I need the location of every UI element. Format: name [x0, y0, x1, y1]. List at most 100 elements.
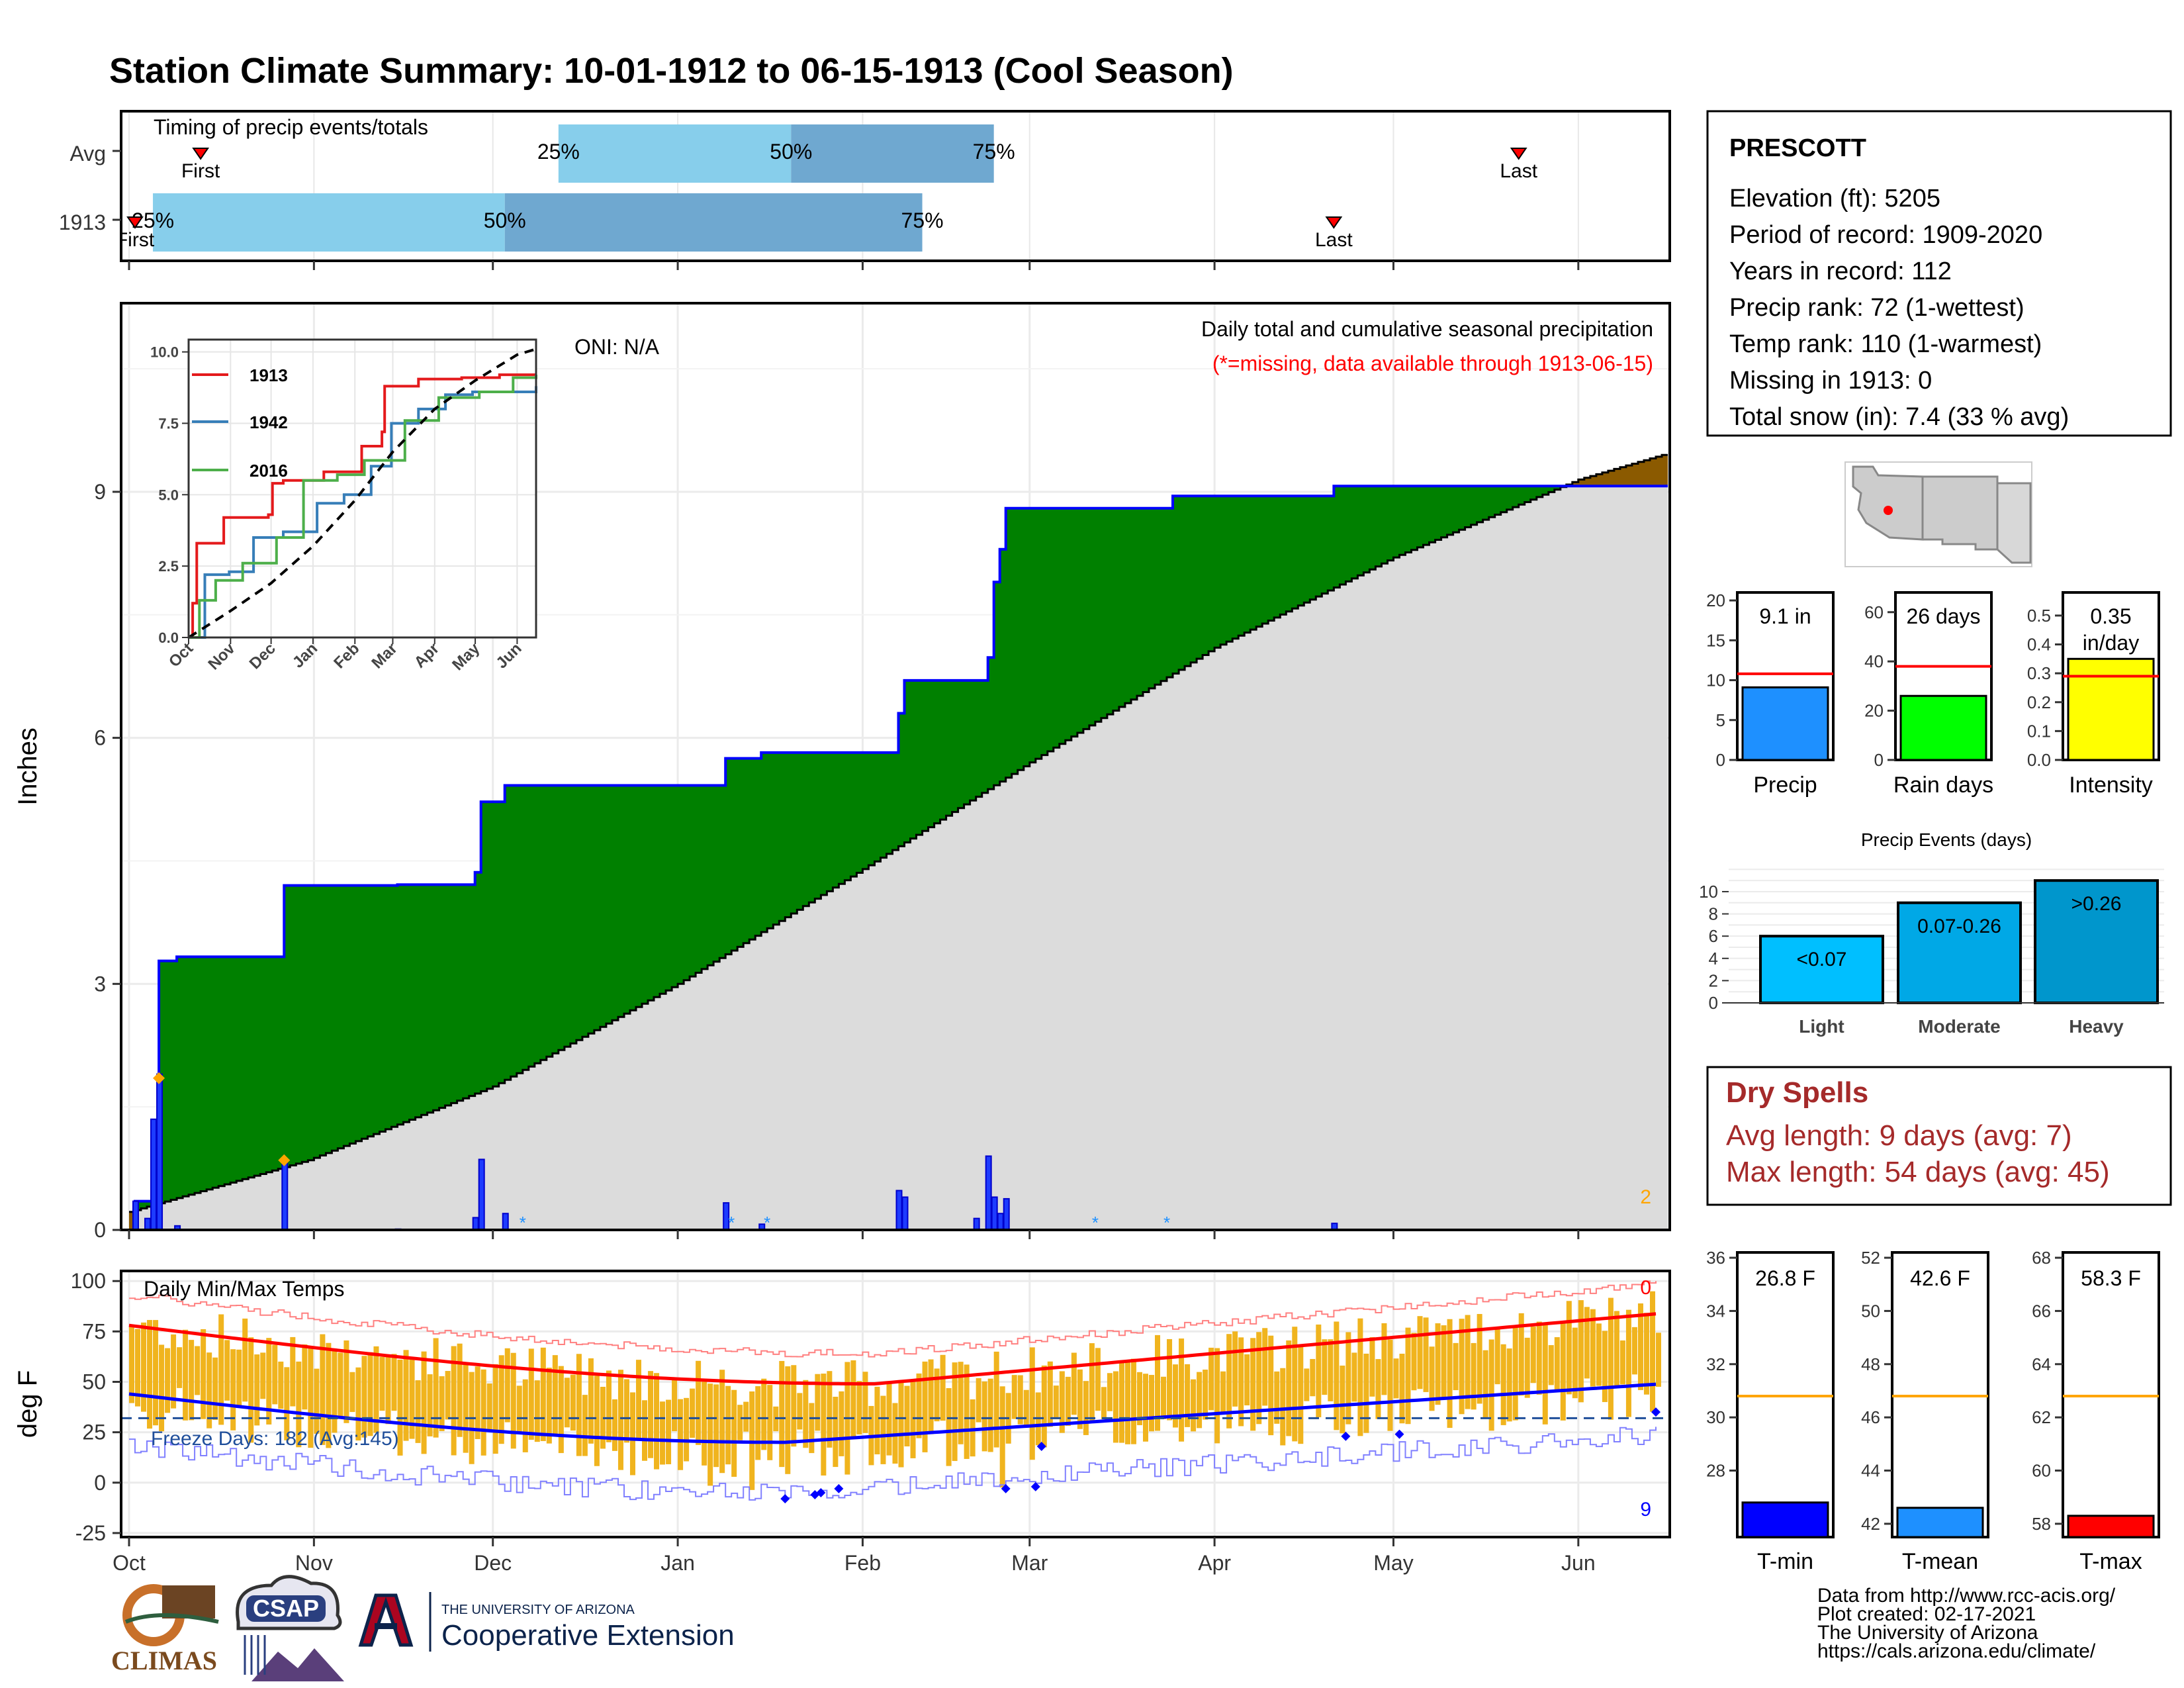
inset-legend: 1913 1942 2016 [192, 365, 288, 481]
legend-label-1942: 1942 [250, 412, 288, 432]
daily-precip-bar [472, 1217, 479, 1231]
csap-logo: CSAP [236, 1575, 344, 1681]
summary-bar-ytick-label: 40 [1864, 651, 1884, 671]
daily-temp-bar [1065, 1376, 1071, 1426]
daily-temp-bar [1017, 1375, 1023, 1425]
summary-bar-ytick-label: 0 [1716, 750, 1725, 770]
summary-bar-label: Intensity [2069, 773, 2153, 798]
summary-bar-ytick-label: 10 [1706, 671, 1725, 690]
daily-temp-bar [409, 1358, 415, 1439]
daily-temp-bar [528, 1348, 534, 1440]
station-line-missing: Missing in 1913: 0 [1729, 367, 1932, 395]
timing-left-mask [0, 185, 120, 252]
daily-temp-bar [498, 1355, 504, 1444]
daily-temp-bar [284, 1367, 290, 1440]
daily-temp-bar [1113, 1371, 1118, 1443]
last-marker-icon [1510, 148, 1527, 160]
precip-corner-count: 2 [1640, 1186, 1651, 1208]
station-location-marker [1884, 506, 1893, 515]
daily-temp-bar [1405, 1327, 1411, 1425]
ua-a-logo-icon [358, 1593, 414, 1647]
precip-ytick-label: 0 [94, 1218, 106, 1242]
inset-frame [187, 338, 537, 639]
temp-ytick-label: -25 [75, 1521, 106, 1545]
station-info-panel: PRESCOTT Elevation (ft): 5205 Period of … [1706, 110, 2172, 437]
temp-summary-ytick-label: 66 [2032, 1301, 2051, 1321]
daily-temp-bar [1548, 1345, 1554, 1385]
daily-temp-bar [976, 1378, 981, 1423]
summary-bar-ytick-label: 20 [1706, 590, 1725, 610]
temp-summary-frame-T-min [1736, 1251, 1835, 1538]
temp-summary-value: 26.8 F [1755, 1266, 1815, 1290]
temp-xtick-label: Feb [844, 1551, 881, 1575]
snowflake-marker-icon: * [764, 1213, 770, 1233]
daily-temp-bar [623, 1379, 629, 1443]
precip-chart-subtitle: (*=missing, data available through 1913-… [1212, 352, 1653, 375]
temp-summary-bar-T-min [1741, 1501, 1829, 1538]
daily-temp-bar [504, 1348, 510, 1423]
daily-temp-bar [278, 1361, 284, 1409]
daily-temp-bar [1185, 1364, 1191, 1427]
daily-temp-bar [678, 1399, 684, 1470]
daily-precip-bar [132, 1200, 140, 1231]
daily-temp-bar [1089, 1343, 1095, 1423]
daily-temp-bar [862, 1372, 868, 1433]
daily-temp-bar [737, 1405, 743, 1440]
summary-bar-ytick-label: 0.2 [2027, 692, 2051, 712]
daily-temp-bar [189, 1340, 195, 1421]
daily-temp-bar [1197, 1372, 1203, 1429]
daily-temp-bar [1203, 1370, 1208, 1420]
station-line-snow: Total snow (in): 7.4 (33 % avg) [1729, 403, 2069, 431]
daily-temp-bar [349, 1372, 355, 1413]
summary-bar-Intensity [2067, 657, 2155, 761]
temp-count-bottom: 9 [1640, 1499, 1651, 1521]
csap-mountain-icon [251, 1648, 344, 1681]
daily-temp-bar [302, 1344, 308, 1410]
arizona-shape [1852, 465, 1924, 541]
daily-temp-bar [486, 1383, 492, 1432]
temp-xtick-label: Mar [1011, 1551, 1048, 1575]
daily-temp-bar [206, 1352, 212, 1429]
daily-temp-bar [183, 1329, 189, 1421]
temp-chart-title: Daily Min/Max Temps [144, 1277, 344, 1301]
daily-temp-bar [594, 1376, 600, 1466]
daily-temp-bar [522, 1379, 528, 1452]
climas-logo-text: CLIMAS [111, 1646, 217, 1675]
timing-row-avg-label: Avg [69, 142, 106, 165]
daily-temp-bar [1155, 1335, 1161, 1431]
events-ytick-label: 4 [1709, 949, 1718, 968]
daily-temp-bar [212, 1357, 218, 1420]
daily-temp-bar [558, 1366, 564, 1454]
daily-temp-bar [1590, 1309, 1596, 1387]
timing-bar-q1-Avg [558, 124, 792, 183]
daily-temp-bar [367, 1352, 373, 1436]
daily-temp-bar [1124, 1362, 1130, 1444]
timing-bar-q1-1913 [153, 193, 505, 252]
record-low-diamond-icon [1036, 1441, 1046, 1451]
record-low-diamond-icon [1341, 1431, 1351, 1441]
daily-temp-bar [767, 1385, 773, 1460]
daily-precip-bar [478, 1158, 485, 1231]
precip-ytick-label: 9 [94, 480, 106, 504]
daily-temp-bar [1059, 1371, 1065, 1433]
daily-temp-bar [361, 1356, 367, 1438]
daily-temp-bar [797, 1393, 803, 1430]
daily-temp-bar [201, 1329, 206, 1419]
daily-temp-bar [1643, 1313, 1649, 1395]
summary-bar-ytick-label: 0.3 [2027, 663, 2051, 683]
daily-temp-bar [856, 1381, 862, 1434]
daily-temp-bar [570, 1374, 576, 1431]
daily-temp-bar [1029, 1347, 1035, 1460]
daily-temp-bar [940, 1354, 946, 1421]
first-marker-icon [192, 148, 210, 160]
timing-first-label: First [116, 229, 155, 251]
summary-bar-ytick-label: 0.5 [2027, 606, 2051, 626]
last-marker-icon [1325, 216, 1343, 229]
temp-summary-frame-T-max [2062, 1251, 2160, 1538]
summary-bar-value: 0.35 [2090, 604, 2131, 628]
daily-temp-bar [1482, 1350, 1488, 1419]
record-low-diamond-icon [834, 1483, 844, 1493]
temp-xtick-label: Jan [660, 1551, 695, 1575]
temp-summary-label: T-mean [1902, 1549, 1978, 1574]
